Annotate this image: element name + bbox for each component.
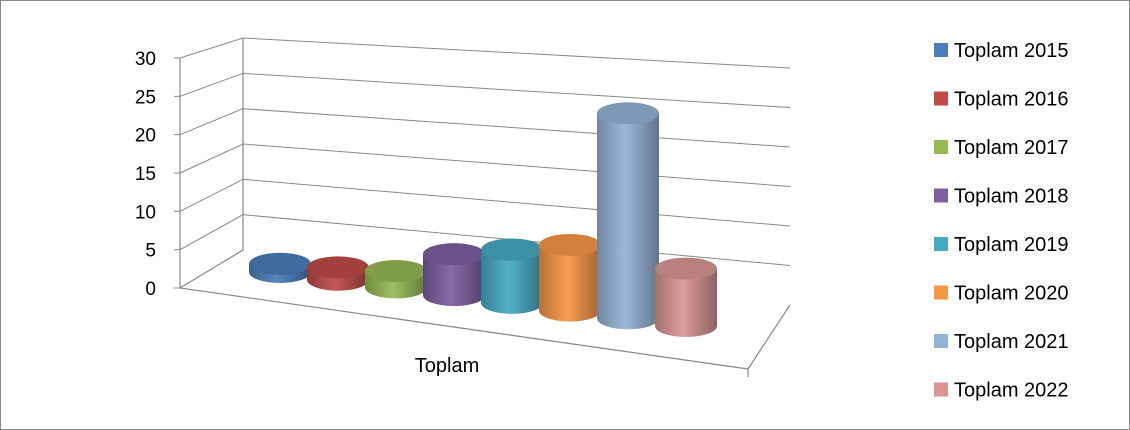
- legend-swatch: [934, 237, 948, 251]
- legend-swatch: [934, 382, 948, 397]
- bar-toplam-2019: [481, 238, 543, 314]
- bar-toplam-2016: [307, 256, 369, 291]
- y-tick-label: 20: [135, 126, 156, 147]
- legend-label: Toplam 2021: [954, 331, 1069, 353]
- legend-label: Toplam 2015: [954, 40, 1069, 62]
- gridline: [179, 72, 791, 108]
- x-category-label: Toplam: [415, 355, 479, 377]
- gridlines: [179, 37, 791, 266]
- legend-swatch: [934, 43, 948, 57]
- y-tick-label: 5: [145, 241, 156, 262]
- y-tick-label: 10: [135, 202, 156, 223]
- bar-top: [655, 257, 717, 280]
- legend-label: Toplam 2022: [954, 380, 1069, 402]
- legend-label: Toplam 2019: [954, 234, 1069, 256]
- y-axis-ticks: 0 5 10 15 20 25 30: [135, 49, 180, 300]
- bar-toplam-2017: [365, 260, 427, 299]
- y-tick-label: 15: [135, 164, 156, 185]
- legend-item: Toplam 2022: [934, 380, 1069, 402]
- bar-top: [481, 238, 543, 261]
- bar-top: [365, 260, 427, 283]
- bar-toplam-2021: [597, 102, 659, 330]
- bar-body: [655, 268, 717, 337]
- bar-top: [597, 102, 659, 125]
- bar-toplam-2015: [249, 252, 311, 283]
- legend-label: Toplam 2017: [954, 137, 1069, 159]
- y-tick-label: 30: [135, 49, 156, 70]
- legend-label: Toplam 2020: [954, 283, 1069, 305]
- legend-item: Toplam 2019: [934, 234, 1069, 256]
- bar-toplam-2022: [655, 257, 717, 337]
- legend-item: Toplam 2021: [934, 331, 1069, 353]
- legend-label: Toplam 2018: [954, 186, 1069, 208]
- legend-item: Toplam 2017: [934, 137, 1069, 159]
- legend-swatch: [934, 285, 948, 300]
- y-tick-label: 25: [135, 87, 156, 108]
- floor-right-edge: [747, 304, 791, 370]
- gridline: [179, 37, 791, 69]
- y-tick-label: 0: [145, 279, 156, 300]
- legend: Toplam 2015 Toplam 2016 Toplam 2017 Toplam …: [934, 40, 1069, 402]
- bar-body: [481, 249, 543, 314]
- legend-swatch: [934, 188, 948, 203]
- legend-swatch: [934, 91, 948, 106]
- bar-body: [539, 244, 601, 322]
- bar-top: [423, 243, 485, 266]
- legend-swatch: [934, 334, 948, 348]
- bar-top: [307, 256, 369, 279]
- bars: [249, 102, 717, 337]
- bar-body: [423, 254, 485, 307]
- bar-top: [249, 252, 311, 275]
- legend-item: Toplam 2020: [934, 283, 1069, 305]
- legend-item: Toplam 2016: [934, 89, 1069, 111]
- bar-body: [597, 113, 659, 330]
- legend-item: Toplam 2015: [934, 40, 1069, 62]
- legend-label: Toplam 2016: [954, 89, 1069, 111]
- legend-item: Toplam 2018: [934, 186, 1069, 208]
- legend-swatch: [934, 140, 948, 154]
- bar-top: [539, 233, 601, 256]
- bar-toplam-2018: [423, 243, 485, 307]
- bar-toplam-2020: [539, 233, 601, 322]
